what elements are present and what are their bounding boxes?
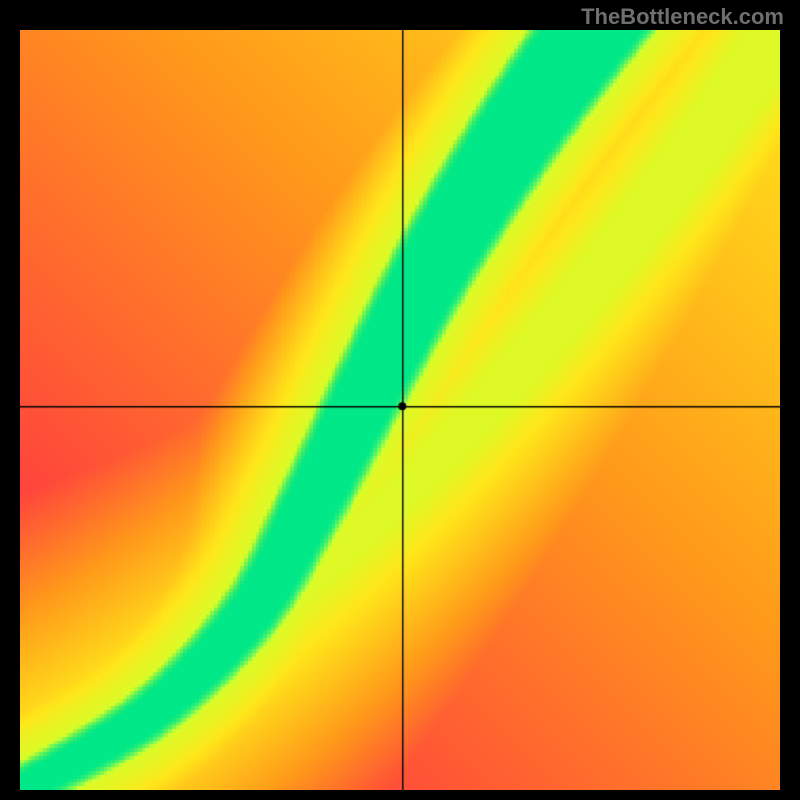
heatmap-plot xyxy=(20,30,780,790)
watermark-label: TheBottleneck.com xyxy=(581,4,784,30)
chart-frame: TheBottleneck.com xyxy=(0,0,800,800)
heatmap-canvas xyxy=(20,30,780,790)
